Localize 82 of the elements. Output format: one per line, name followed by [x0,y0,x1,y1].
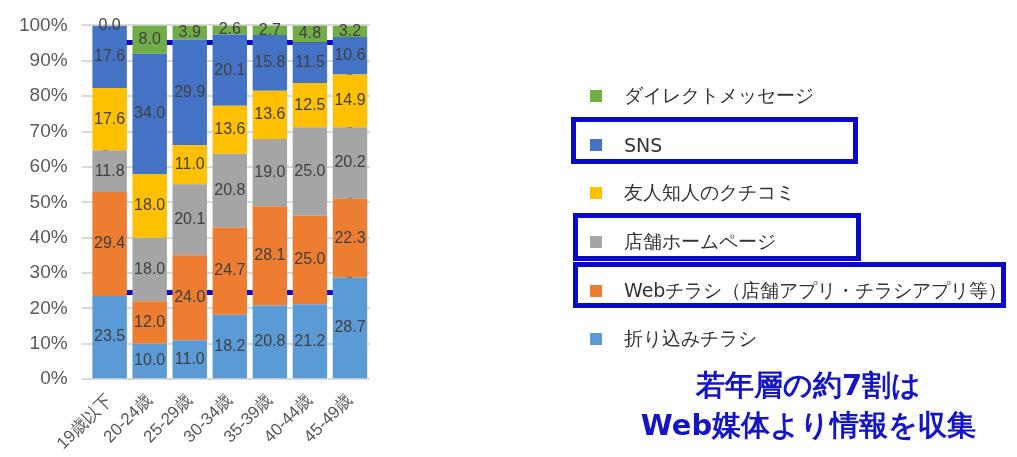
bar [92,150,127,193]
data-label: 11.5 [294,53,325,71]
data-label: 25.0 [294,161,326,179]
data-label: 20.1 [174,210,206,228]
y-tick-label: 40% [29,225,68,247]
data-label: 15.8 [254,53,286,71]
data-label: 12.0 [134,312,166,330]
data-label: 20.1 [214,60,246,78]
y-tick-label: 20% [29,296,68,318]
legend-label: Webチラシ（店舗アプリ・チラシアプリ等） [624,277,1008,303]
data-label: 13.6 [254,105,286,123]
legend-label: 折り込みチラシ [624,326,757,352]
bar [172,39,207,146]
legend-label: ダイレクトメッセージ [624,83,814,109]
data-label: 17.6 [94,109,126,127]
bar [92,296,127,379]
y-tick-label: 90% [29,49,68,71]
data-label: 18.0 [134,196,166,214]
bar [132,173,167,238]
data-label: 3.9 [178,23,201,41]
bar [132,237,167,302]
bar [332,127,368,199]
data-label: 25.0 [294,250,326,268]
data-label: 20.2 [334,153,366,171]
bar [252,305,288,379]
data-label: 21.2 [294,331,326,349]
data-label: 19.0 [254,162,286,180]
bar [252,206,288,306]
y-tick-label: 60% [29,155,68,177]
data-label: 20.8 [254,332,286,350]
legend-label: 店舗ホームページ [624,229,776,255]
y-tick-label: 0% [40,367,68,389]
y-tick-label: 50% [29,190,68,212]
bar [132,301,167,344]
data-label: 29.9 [174,82,206,100]
data-label: 10.0 [134,351,166,369]
data-label: 20.8 [214,181,246,198]
bar [292,304,328,379]
data-label: 28.7 [334,318,366,336]
data-label: 10.6 [334,46,366,64]
bar [212,153,248,228]
data-label: 22.3 [334,228,366,246]
bar [252,138,288,207]
data-label: 24.0 [174,288,206,306]
bar [92,192,127,297]
bar [332,277,368,379]
data-label: 28.1 [254,246,286,264]
legend-label: SNS [624,133,663,156]
bar [212,227,248,315]
text: Web媒体より情報を収集 [639,407,978,444]
y-tick-label: 80% [29,84,68,106]
y-tick-label: 10% [29,332,68,353]
bar [172,184,207,256]
bar [332,198,368,278]
data-label: 29.4 [94,234,126,252]
data-label: 13.6 [214,120,246,138]
data-label: 11.8 [94,161,125,179]
data-label: 14.9 [334,91,366,109]
text: 若年層の約7割は [694,367,923,404]
bar [172,255,207,341]
data-label: 18.0 [134,259,166,277]
bar [132,53,167,174]
data-label: 24.7 [214,261,246,279]
data-label: 4.8 [298,24,322,42]
y-tick-label: 70% [29,119,68,141]
data-label: 11.0 [174,349,205,367]
data-label: 23.5 [94,327,126,345]
data-label: 17.6 [94,47,126,65]
bar [92,88,127,151]
data-label: 3.2 [338,21,362,39]
data-label: 18.2 [214,336,246,354]
legend-label: 友人知人のクチコミ [624,180,795,206]
y-tick-label: 100% [18,13,68,35]
data-label: 34.0 [134,104,166,122]
y-tick-label: 30% [29,261,68,283]
bar [212,34,248,106]
bar [292,215,328,305]
bar [292,127,328,216]
data-label: 12.5 [294,95,326,113]
data-label: 8.0 [138,29,161,47]
data-label: 11.0 [174,155,205,173]
bar [212,314,248,379]
